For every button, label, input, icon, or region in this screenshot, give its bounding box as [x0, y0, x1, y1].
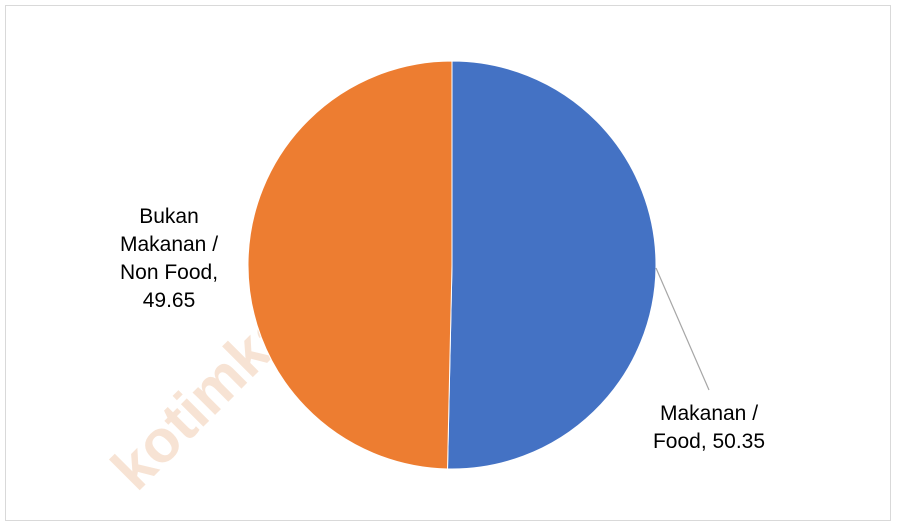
- data-label-line: Makanan /: [120, 233, 218, 256]
- data-label-line: Food, 50.35: [653, 430, 765, 453]
- pie-slice-bukan-makanan-non-food: [247, 60, 453, 470]
- data-label-line: Bukan: [139, 205, 199, 228]
- pie-slice-makanan-food: [447, 60, 657, 470]
- data-labels: Makanan / Food, 50.35 Bukan Makanan / Non Fo…: [120, 205, 765, 453]
- leader-lines: [655, 267, 710, 391]
- data-label-line: Makanan /: [660, 402, 758, 425]
- data-label-line: 49.65: [143, 289, 196, 312]
- pie-slices: [247, 60, 657, 470]
- data-label-food: Makanan / Food, 50.35: [653, 402, 765, 453]
- leader-line-food: [655, 267, 710, 391]
- data-label-line: Non Food,: [120, 261, 218, 284]
- data-label-non-food: Bukan Makanan / Non Food, 49.65: [120, 205, 218, 312]
